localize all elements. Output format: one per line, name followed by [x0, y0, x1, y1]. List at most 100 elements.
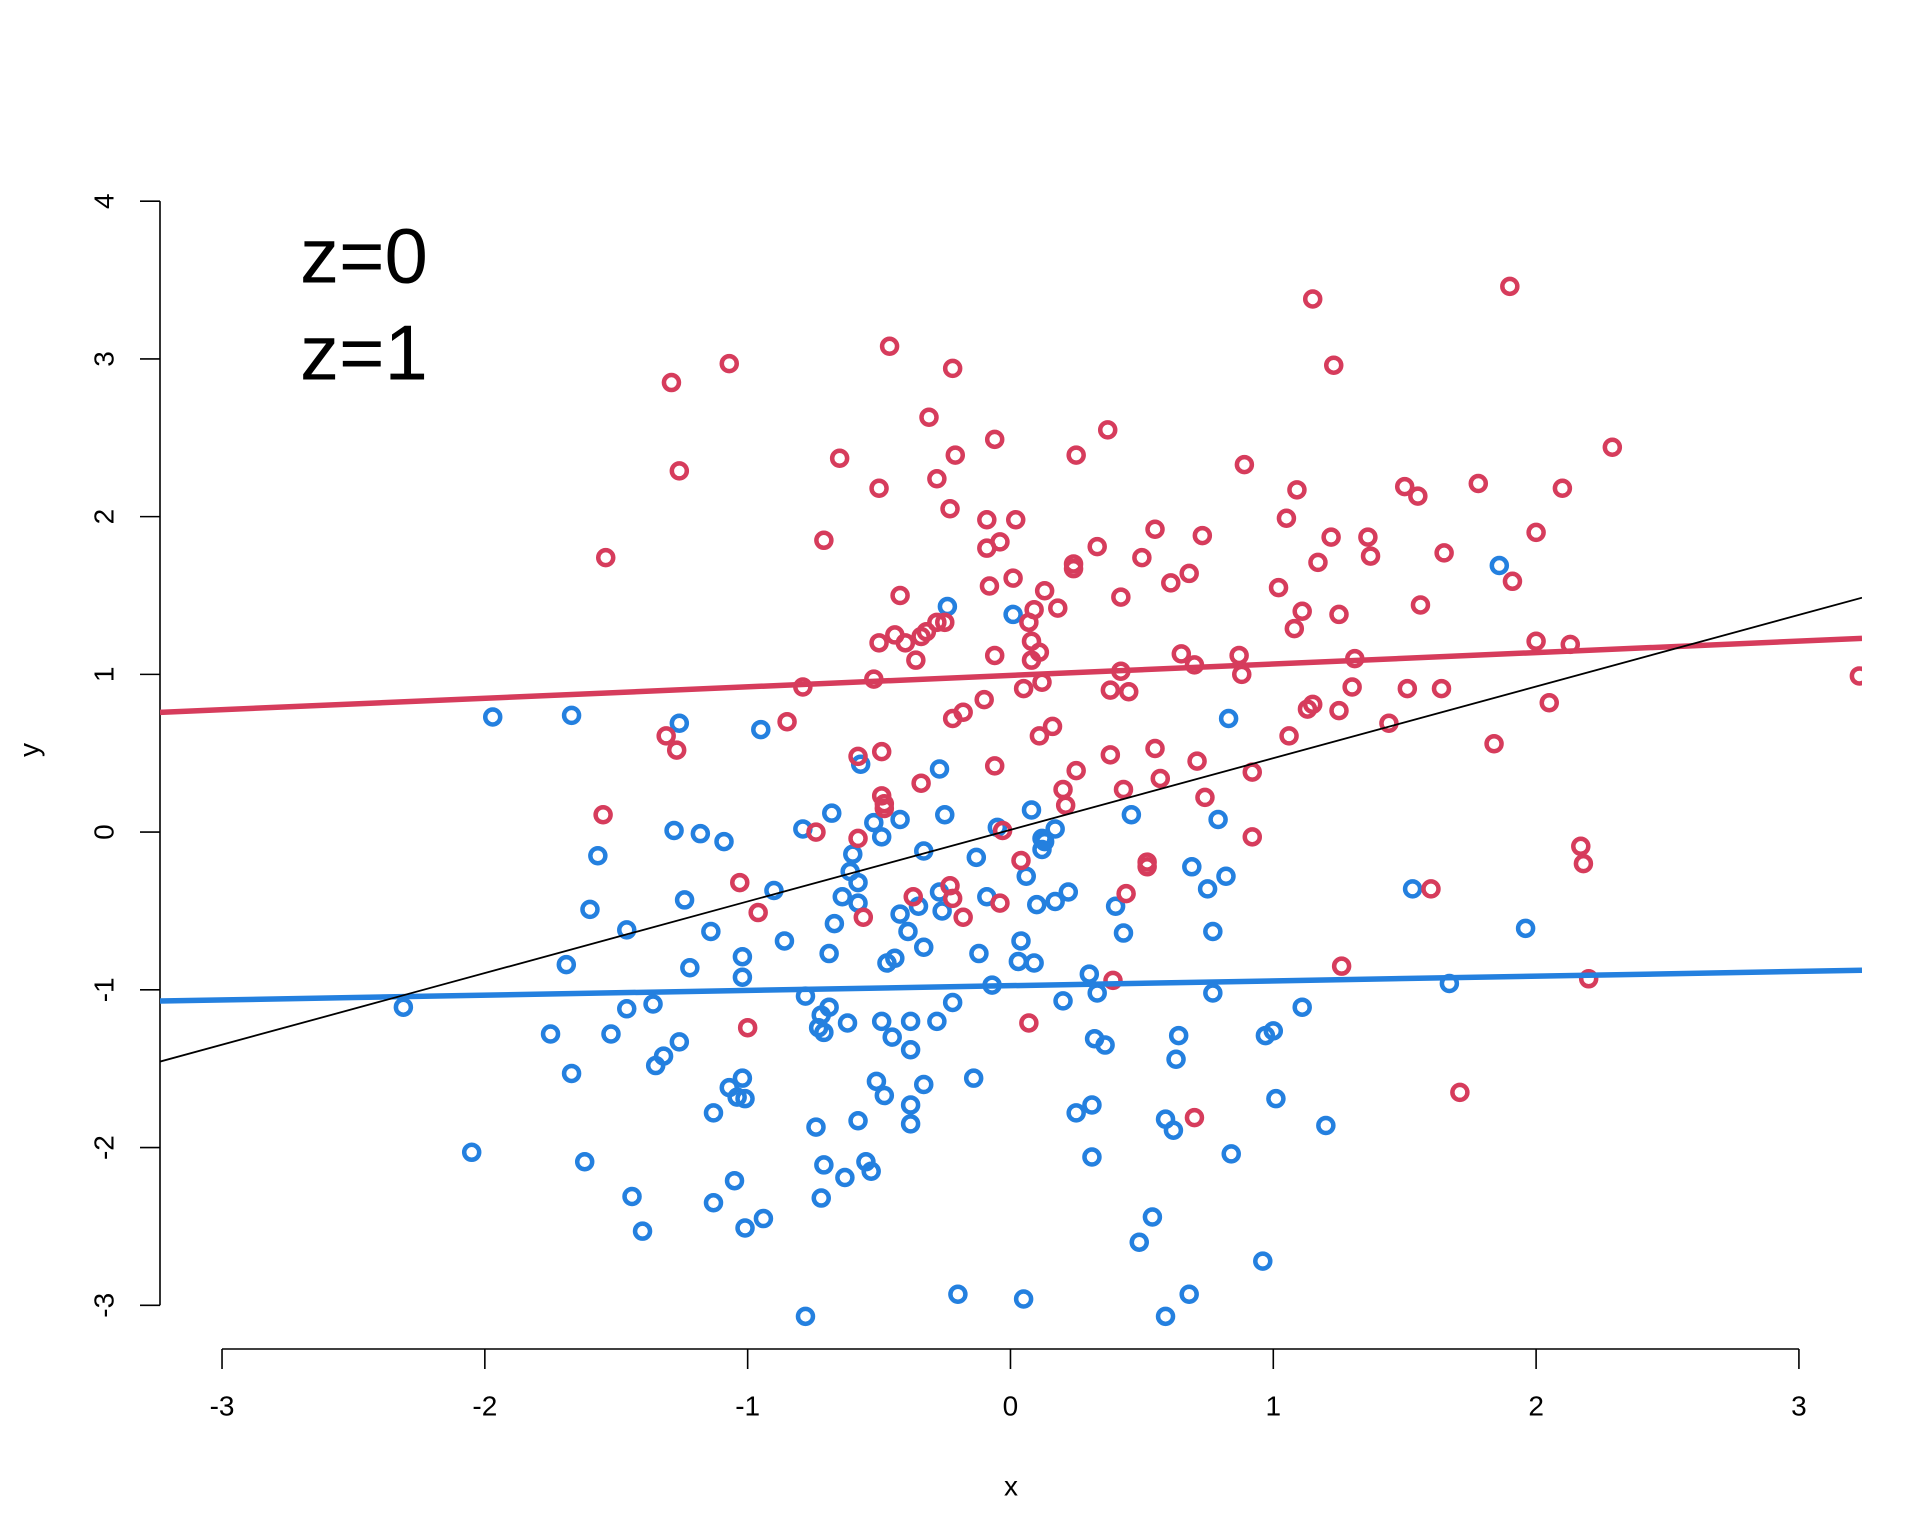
point	[737, 1017, 758, 1038]
point	[593, 805, 613, 825]
point	[730, 872, 750, 893]
point	[556, 954, 577, 975]
y-tick-label: -3	[88, 1293, 119, 1318]
point	[848, 1111, 868, 1131]
point	[1087, 536, 1107, 557]
y-tick-label: 1	[88, 667, 119, 683]
point	[1323, 355, 1344, 375]
point	[1421, 879, 1441, 899]
point	[724, 1170, 745, 1191]
point	[874, 798, 895, 819]
x-tick-label: 3	[1791, 1390, 1807, 1421]
point	[900, 1114, 921, 1134]
point	[1602, 437, 1623, 457]
point	[1027, 894, 1047, 915]
point	[1287, 480, 1307, 500]
point	[1029, 642, 1050, 663]
point	[601, 1024, 621, 1044]
point	[942, 888, 963, 909]
point	[1573, 853, 1594, 874]
point	[1500, 276, 1520, 297]
point	[979, 576, 1000, 596]
x-axis-title: x	[1004, 1470, 1018, 1501]
point	[874, 1085, 895, 1106]
point	[1024, 599, 1044, 620]
point	[674, 890, 695, 910]
point	[1221, 1144, 1241, 1164]
point	[1410, 595, 1431, 615]
point	[1171, 644, 1192, 664]
point	[1013, 1289, 1034, 1309]
point	[1329, 604, 1349, 625]
point	[929, 759, 950, 779]
point	[1150, 768, 1171, 789]
point	[963, 1068, 984, 1088]
point	[1024, 953, 1044, 973]
point	[953, 907, 973, 928]
point	[714, 831, 734, 852]
point	[1331, 956, 1352, 976]
point	[819, 997, 839, 1017]
point	[919, 407, 939, 428]
point	[871, 1011, 892, 1032]
point	[932, 901, 952, 921]
point	[1308, 552, 1328, 573]
point	[1087, 983, 1107, 1003]
point	[580, 899, 600, 920]
point	[1402, 879, 1423, 899]
point	[1329, 700, 1349, 721]
point	[1113, 923, 1134, 943]
point	[1179, 563, 1199, 584]
point	[561, 705, 582, 726]
point	[719, 353, 740, 374]
x-tick-label: -3	[210, 1390, 235, 1421]
y-tick-label: -1	[88, 977, 119, 1002]
y-axis-title: y	[13, 743, 44, 757]
point	[1132, 547, 1152, 568]
point	[1021, 800, 1042, 820]
point	[911, 773, 931, 793]
point	[927, 612, 947, 633]
point	[869, 478, 889, 498]
fit-line	[160, 967, 1862, 1004]
point	[1484, 734, 1504, 754]
x-tick-label: 2	[1528, 1390, 1544, 1421]
point	[853, 907, 874, 928]
point	[1179, 1284, 1199, 1305]
point	[1197, 879, 1218, 899]
point	[1100, 680, 1121, 700]
point	[622, 1186, 642, 1207]
point	[669, 461, 690, 481]
point	[1079, 964, 1100, 984]
point	[1431, 678, 1452, 699]
point	[588, 846, 608, 866]
point	[1100, 745, 1121, 765]
point	[1166, 1049, 1186, 1069]
point	[461, 1142, 482, 1163]
x-tick-label: 1	[1266, 1390, 1282, 1421]
point	[1268, 577, 1289, 598]
point	[795, 1306, 816, 1327]
point	[1113, 779, 1134, 800]
point	[806, 822, 826, 842]
point	[735, 1218, 755, 1238]
point	[984, 429, 1005, 450]
point	[890, 809, 910, 830]
point	[966, 847, 987, 868]
point	[848, 746, 868, 767]
point	[942, 992, 963, 1013]
point	[1397, 678, 1418, 699]
point	[393, 997, 414, 1017]
point	[732, 946, 753, 967]
point	[1434, 543, 1454, 563]
point	[1360, 546, 1381, 566]
point	[942, 358, 963, 379]
point	[1121, 805, 1142, 825]
point	[664, 820, 684, 841]
point	[948, 1284, 968, 1305]
point	[1321, 527, 1341, 547]
point	[753, 1208, 774, 1229]
point	[1292, 997, 1312, 1017]
point	[1011, 931, 1031, 951]
